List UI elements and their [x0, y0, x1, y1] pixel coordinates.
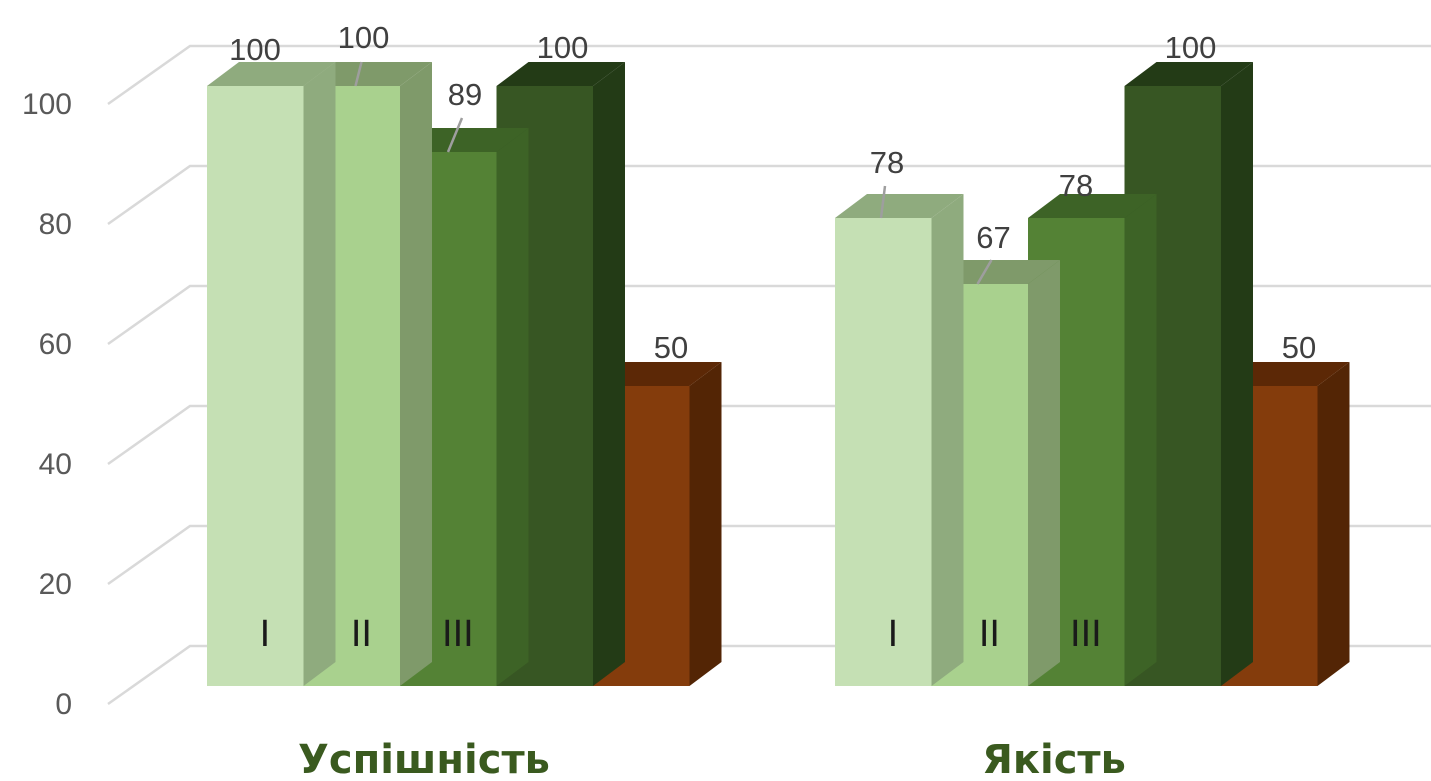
bar-front	[207, 86, 304, 686]
category-label: Успішність	[298, 737, 550, 781]
y-tick-label: 20	[39, 568, 72, 601]
bar-side	[1124, 194, 1157, 686]
bar-side	[593, 62, 625, 686]
bar-inner-label: II	[979, 613, 1000, 655]
bar-side	[1028, 260, 1060, 686]
bar-top	[400, 128, 529, 152]
bar-side	[689, 362, 722, 686]
bar-top	[1028, 194, 1157, 218]
data-label: 100	[229, 32, 281, 67]
y-tick-label: 40	[39, 448, 72, 481]
y-axis-ticks: 0 20 40 60 80 100	[22, 88, 72, 721]
leader-line	[446, 117, 464, 153]
data-label: 100	[1165, 30, 1217, 65]
gridline	[107, 44, 1431, 106]
gridline	[107, 164, 1431, 226]
leader-line	[976, 259, 993, 285]
category-labels: Успішність Якість	[298, 737, 1126, 781]
category-label: Якість	[982, 737, 1126, 781]
bar-inner-label: III	[442, 613, 474, 655]
data-label: 50	[654, 330, 688, 365]
data-label: 100	[338, 20, 390, 55]
bar-top	[496, 62, 625, 86]
bar-top	[593, 362, 722, 386]
bar-side	[1317, 362, 1350, 686]
bar-side	[303, 62, 336, 686]
bar-top	[207, 62, 336, 86]
data-labels: 100 100 89 100 50 78 67 78 100 50	[229, 20, 1316, 365]
y-tick-label: 100	[22, 88, 72, 121]
bar-top	[1124, 62, 1253, 86]
y-tick-label: 80	[39, 208, 72, 241]
bar-inner-label: III	[1070, 613, 1102, 655]
bar-inner-label: I	[260, 613, 271, 655]
data-label: 78	[870, 145, 904, 180]
bar-side	[1221, 62, 1253, 686]
data-label: 50	[1282, 330, 1316, 365]
data-label: 100	[537, 30, 589, 65]
bar-side	[496, 128, 529, 686]
bar-side	[400, 62, 432, 686]
bar-top	[835, 194, 964, 218]
bar-top	[303, 62, 432, 86]
bar-front	[835, 218, 932, 686]
bar: I	[207, 62, 336, 686]
bar: I	[835, 194, 964, 686]
data-label: 78	[1059, 168, 1093, 203]
bar-inner-label: II	[351, 613, 372, 655]
y-tick-label: 0	[55, 688, 72, 721]
bar-inner-label: I	[888, 613, 899, 655]
leader-line	[879, 185, 887, 219]
bar-side	[931, 194, 964, 686]
bar-top	[1221, 362, 1350, 386]
y-tick-label: 60	[39, 328, 72, 361]
leader-line	[354, 61, 363, 87]
data-label: 89	[448, 77, 482, 112]
bar-top	[931, 260, 1060, 284]
data-label: 67	[976, 220, 1010, 255]
